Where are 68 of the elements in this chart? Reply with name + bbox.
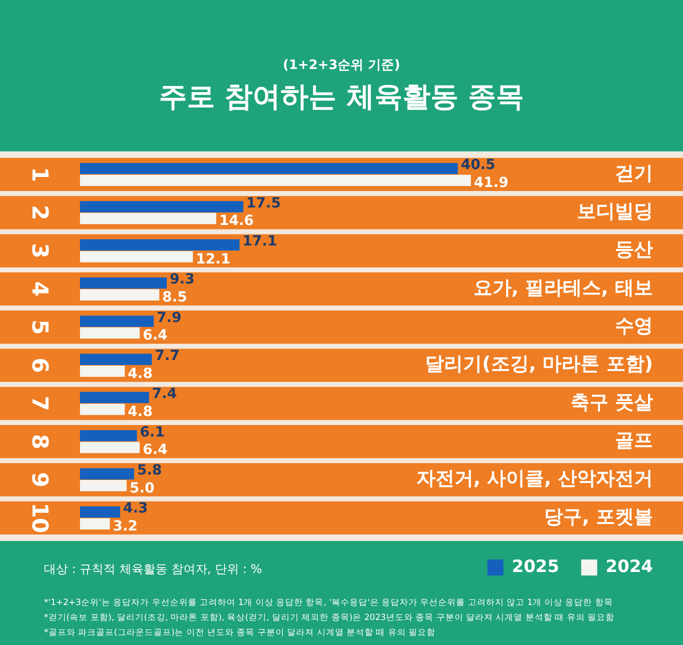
- data-label: 14.6: [219, 213, 254, 230]
- y-tick-label: 수영: [615, 315, 653, 338]
- bar: [80, 162, 458, 174]
- bar: [80, 212, 216, 224]
- bar: [80, 518, 110, 530]
- text: 10: [26, 502, 52, 534]
- data-label: 7.9: [156, 310, 182, 326]
- text: 8: [26, 434, 52, 450]
- text: *'1+2+3순위'는 응답자가 우선순위를 고려하여 1개 이상 응답한 항목, '복수응답'은 응답자가 우선순위를 고려하지 않고 1개 이상 응답한 항목: [44, 597, 614, 610]
- bar: [80, 392, 150, 404]
- data-label: 12.1: [196, 251, 230, 268]
- y-tick-label: 당구, 포켓볼: [544, 506, 653, 528]
- data-label: 4.3: [123, 500, 148, 517]
- bar: [80, 316, 154, 327]
- bar: [80, 277, 167, 289]
- bar: [80, 442, 140, 454]
- legend-label: 2024: [606, 556, 654, 577]
- data-label: 5.8: [137, 462, 162, 478]
- text: 1: [26, 166, 52, 182]
- bar: [80, 480, 127, 492]
- data-label: 17.1: [242, 234, 278, 250]
- text: *걷기(속보 포함), 달리기(조깅, 마라톤 포함), 육상(걷기, 달리기 제외한 종목)은 2023년도와 종목 구분이 달라져 시계열 분석할 때 유의 필요함: [44, 612, 616, 625]
- text: 7: [26, 396, 52, 412]
- bar: [80, 366, 125, 377]
- text: 대상 : 규칙적 체육활동 참여자, 단위 : %: [44, 561, 262, 578]
- text: 4: [26, 281, 52, 297]
- bar: [80, 251, 193, 262]
- y-tick-label: 등산: [615, 238, 653, 261]
- data-label: 4.8: [128, 404, 153, 420]
- data-label: 7.4: [152, 386, 178, 402]
- bar: [80, 506, 120, 518]
- data-label: 9.3: [170, 272, 195, 288]
- text: 2: [26, 204, 52, 220]
- legend-label: 2025: [512, 556, 560, 577]
- y-tick-label: 요가, 필라테스, 태보: [473, 276, 653, 299]
- y-tick-label: 보디빌딩: [577, 200, 653, 223]
- data-label: 6.4: [142, 328, 168, 344]
- data-label: 40.5: [460, 157, 496, 174]
- chart-title: 주로 참여하는 체육활동 종목: [158, 79, 526, 115]
- data-label: 8.5: [162, 290, 188, 306]
- bar: [80, 354, 152, 365]
- y-tick-label: 걷기: [615, 162, 653, 184]
- data-label: 5.0: [130, 480, 155, 496]
- bar: [80, 327, 140, 339]
- text: 5: [26, 319, 52, 335]
- data-label: 6.1: [140, 424, 165, 440]
- bar: [80, 174, 471, 186]
- y-tick-label: 축구 풋살: [570, 391, 653, 414]
- text: 9: [26, 472, 52, 488]
- text: 6: [26, 358, 52, 373]
- data-label: 17.5: [246, 195, 281, 212]
- chart-subtitle: (1+2+3순위 기준): [282, 57, 402, 74]
- bar: [80, 201, 244, 212]
- data-label: 4.8: [128, 366, 153, 382]
- data-label: 3.2: [112, 518, 138, 534]
- data-label: 6.4: [142, 442, 168, 458]
- bar: [80, 289, 160, 300]
- data-label: 41.9: [474, 175, 508, 192]
- bar: [80, 239, 240, 251]
- y-tick-label: 자전거, 사이클, 산악자전거: [416, 468, 653, 490]
- bar: [80, 430, 137, 442]
- text: *골프와 파크골프(그라운드골프)는 이전 년도와 종목 구분이 달라져 시계열 분석할 때 유의 필요함: [44, 627, 437, 640]
- text: 3: [26, 243, 52, 258]
- y-tick-label: 골프: [615, 430, 653, 452]
- bar: [80, 404, 125, 415]
- bar: [80, 468, 134, 480]
- y-tick-label: 달리기(조깅, 마라톤 포함): [425, 353, 653, 376]
- data-label: 7.7: [154, 348, 180, 364]
